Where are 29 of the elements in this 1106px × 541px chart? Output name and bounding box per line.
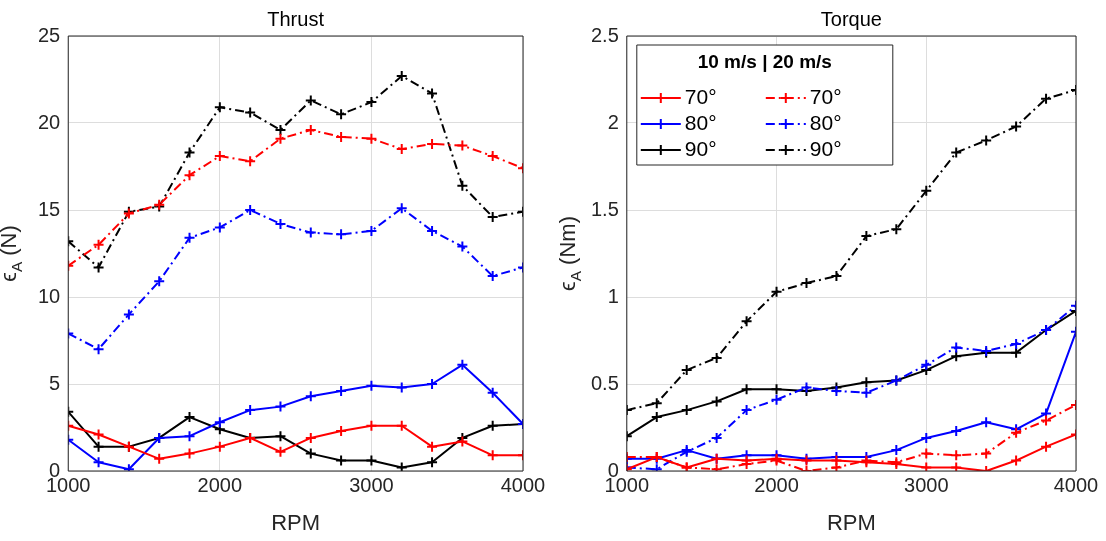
x-axis-title: RPM: [826, 510, 876, 536]
y-tick-label: 10: [38, 284, 61, 307]
x-tick-label: 4000: [1053, 473, 1099, 496]
chart-title: Thrust: [267, 7, 325, 30]
legend-title: 10 m/s | 20 m/s: [697, 51, 832, 73]
y-tick-label: 1.5: [590, 197, 619, 220]
y-axis-title: ϵA (Nm): [554, 216, 584, 291]
y-tick-label: 2.5: [590, 23, 619, 46]
x-tick-label: 2000: [754, 473, 799, 496]
legend-label: 90°: [684, 136, 717, 160]
legend-label: 70°: [684, 84, 717, 108]
legend-label: 80°: [809, 110, 842, 134]
chart-title: Torque: [820, 7, 882, 30]
legend-label: 90°: [809, 136, 842, 160]
y-tick-label: 5: [49, 371, 61, 394]
x-tick-label: 4000: [500, 473, 546, 496]
x-axis-title: RPM: [271, 510, 321, 536]
y-tick-label: 1: [607, 284, 619, 307]
y-tick-label: 0.5: [590, 371, 619, 394]
y-tick-label: 20: [38, 110, 61, 133]
legend-label: 80°: [684, 110, 717, 134]
y-tick-label: 25: [38, 23, 61, 46]
y-axis-title: ϵA (N): [0, 225, 26, 282]
x-tick-label: 3000: [904, 473, 949, 496]
legend-label: 70°: [809, 84, 842, 108]
y-tick-label: 2: [607, 110, 619, 133]
x-tick-label: 2000: [197, 473, 243, 496]
y-tick-label: 15: [38, 197, 61, 220]
x-tick-label: 3000: [349, 473, 394, 496]
